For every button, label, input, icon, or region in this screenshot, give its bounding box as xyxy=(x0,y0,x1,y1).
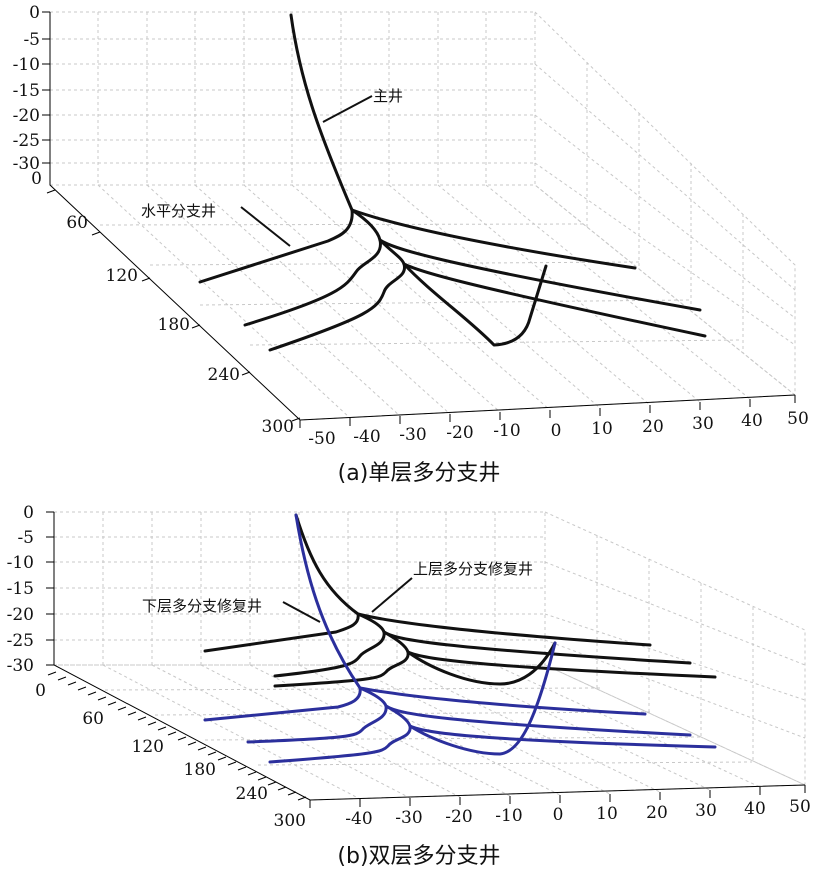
y-tick-label: 240 xyxy=(208,365,240,385)
y-tick-label: 300 xyxy=(262,417,294,437)
branch-path xyxy=(268,238,406,352)
x-tick-label: 50 xyxy=(789,797,811,817)
upper-branch-path xyxy=(356,612,652,647)
main-well-path xyxy=(289,13,354,212)
z-tick-label: -15 xyxy=(13,81,40,101)
panel-b-grid xyxy=(53,511,806,801)
panel-a-caption: (a)单层多分支井 xyxy=(338,461,501,486)
x-tick-label: -40 xyxy=(345,809,372,829)
x-tick-label: -20 xyxy=(446,423,473,443)
x-tick-label: 0 xyxy=(551,421,562,441)
annotation-lower-layer: 下层多分支修复井 xyxy=(142,597,262,615)
panel-a-single-layer: 0 -5 -10 -15 -20 -25 -30 0 60 120 180 24… xyxy=(13,3,809,486)
panel-a-z-tick-labels: 0 -5 -10 -15 -20 -25 -30 xyxy=(13,3,40,174)
panel-a-y-tick-labels: 0 60 120 180 240 300 xyxy=(31,169,294,437)
panel-b-lower-layer-paths xyxy=(203,513,717,764)
upper-branch-path xyxy=(203,612,360,653)
y-tick-label: 120 xyxy=(132,737,164,757)
upper-main-well-path xyxy=(294,513,360,616)
panel-b-caption: (b)双层多分支井 xyxy=(337,844,500,869)
x-tick-label: -10 xyxy=(493,421,520,441)
y-tick-label: 240 xyxy=(236,784,268,804)
x-tick-label: 10 xyxy=(596,804,618,824)
branch-path xyxy=(243,208,382,327)
x-tick-label: 0 xyxy=(553,805,564,825)
annotation-upper-layer: 上层多分支修复井 xyxy=(413,560,533,578)
lower-branch-path xyxy=(268,704,412,764)
x-tick-label: 20 xyxy=(642,417,664,437)
annotation-branch-well: 水平分支井 xyxy=(141,202,216,220)
panel-b-axes xyxy=(46,511,806,808)
branch-path xyxy=(378,238,702,312)
z-tick-label: 0 xyxy=(23,503,34,523)
upper-branch-path xyxy=(406,641,557,686)
x-tick-label: -10 xyxy=(495,806,522,826)
upper-branch-path xyxy=(273,630,410,688)
panel-b-double-layer: 0 -5 -10 -15 -20 -25 -30 0 60 120 180 24… xyxy=(7,503,811,869)
annotation-leader xyxy=(371,577,413,613)
z-tick-label: -30 xyxy=(7,656,34,676)
panel-a-x-tick-labels: -50 -40 -30 -20 -10 0 10 20 30 40 50 xyxy=(308,409,809,449)
x-tick-label: 10 xyxy=(591,419,613,439)
panel-b-z-tick-labels: 0 -5 -10 -15 -20 -25 -30 xyxy=(7,503,34,676)
z-tick-label: 0 xyxy=(29,3,40,23)
z-tick-label: -5 xyxy=(17,528,34,548)
annotation-leader xyxy=(282,601,321,623)
z-tick-label: -30 xyxy=(13,154,40,174)
x-tick-label: 20 xyxy=(646,803,668,823)
x-tick-label: -30 xyxy=(395,808,422,828)
z-tick-label: -25 xyxy=(13,131,40,151)
y-tick-label: 180 xyxy=(158,315,190,335)
branch-path xyxy=(350,208,637,270)
y-tick-label: 300 xyxy=(274,811,306,831)
upper-branch-path xyxy=(406,650,717,679)
x-tick-label: 50 xyxy=(787,409,809,429)
z-tick-label: -15 xyxy=(7,579,34,599)
panel-a-well-paths xyxy=(198,13,707,352)
annotation-leader xyxy=(240,206,291,247)
x-tick-label: -50 xyxy=(308,429,335,449)
x-tick-label: 40 xyxy=(744,799,766,819)
z-tick-label: -20 xyxy=(13,106,40,126)
x-tick-label: 40 xyxy=(741,411,763,431)
y-tick-label: 60 xyxy=(66,213,88,233)
x-tick-label: -20 xyxy=(445,807,472,827)
branch-path xyxy=(402,262,548,347)
panel-b-upper-layer-paths xyxy=(203,513,717,688)
branch-path xyxy=(402,262,707,338)
y-tick-label: 180 xyxy=(184,760,216,780)
z-tick-label: -20 xyxy=(7,605,34,625)
lower-branch-path xyxy=(358,686,647,716)
z-tick-label: -10 xyxy=(13,55,40,75)
upper-branch-path xyxy=(273,612,386,678)
x-tick-label: 30 xyxy=(695,801,717,821)
lower-branch-path xyxy=(408,641,557,756)
y-tick-label: 120 xyxy=(106,266,138,286)
x-tick-label: -40 xyxy=(353,427,380,447)
panel-a-annotations: 主井 水平分支井 xyxy=(141,87,403,247)
y-tick-label: 60 xyxy=(82,709,104,729)
x-tick-label: -30 xyxy=(399,425,426,445)
lower-branch-path xyxy=(203,686,362,722)
annotation-main-well: 主井 xyxy=(373,87,403,105)
z-tick-label: -25 xyxy=(7,631,34,651)
lower-main-well-path xyxy=(294,513,362,690)
y-tick-label: 0 xyxy=(35,681,46,701)
lower-branch-path xyxy=(246,686,388,744)
x-tick-label: 30 xyxy=(692,414,714,434)
panel-a-axes xyxy=(42,11,796,428)
z-tick-label: -5 xyxy=(23,30,40,50)
panel-b-x-tick-labels: -40 -30 -20 -10 0 10 20 30 40 50 xyxy=(345,797,811,829)
branch-path xyxy=(198,208,354,284)
annotation-leader xyxy=(322,95,373,123)
z-tick-label: -10 xyxy=(7,553,34,573)
panel-b-y-tick-labels: 0 60 120 180 240 300 xyxy=(35,681,306,831)
y-tick-label: 0 xyxy=(31,169,42,189)
panel-b-annotations: 上层多分支修复井 下层多分支修复井 xyxy=(142,560,533,623)
